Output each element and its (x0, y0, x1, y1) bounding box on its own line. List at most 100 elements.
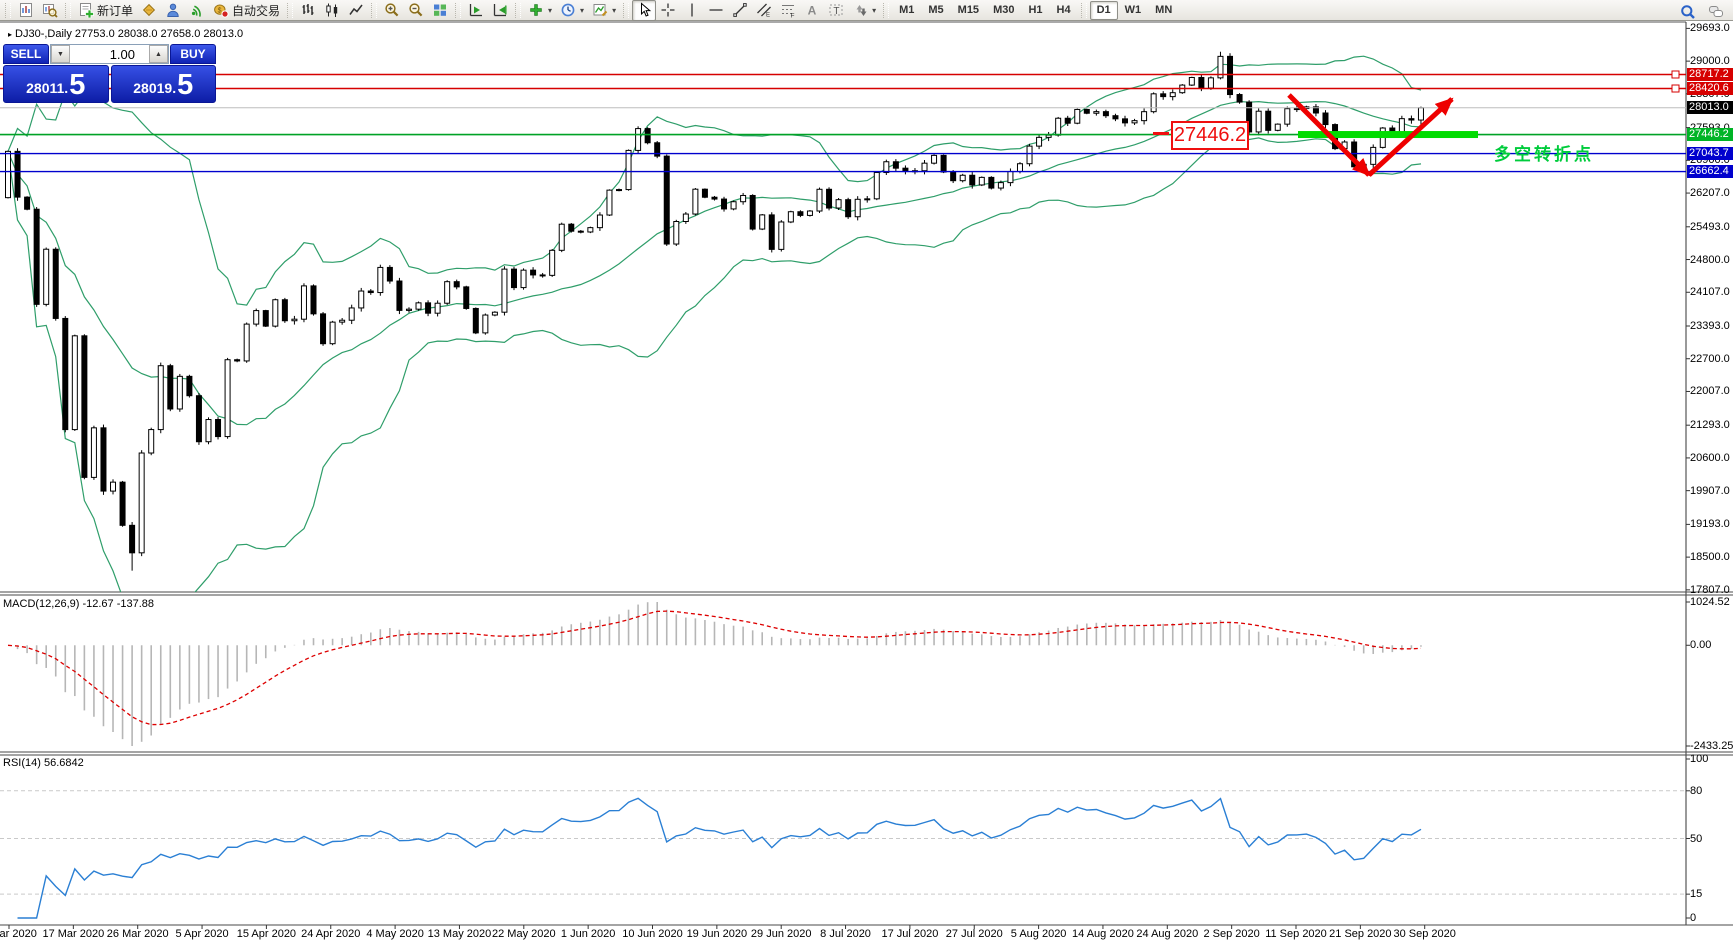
timeframe-m1-button[interactable]: M1 (899, 4, 915, 16)
candle-body (921, 162, 928, 172)
timeframe-m5-button[interactable]: M5 (928, 4, 944, 16)
bar-chart-type-button[interactable] (296, 0, 320, 21)
candle-body (367, 290, 374, 294)
candle-body (129, 524, 136, 554)
chat-button[interactable] (1704, 1, 1729, 22)
volume-increase-button[interactable]: ▲ (149, 45, 168, 63)
candle-body (606, 189, 613, 216)
price-badge: 26662.4 (1687, 165, 1733, 179)
timeframe-w1-button[interactable]: W1 (1124, 4, 1142, 16)
volume-input[interactable]: 1.00 (109, 46, 135, 62)
auto-scroll-button[interactable] (464, 0, 488, 21)
red-down-arrow[interactable] (1287, 93, 1371, 177)
candle-body (176, 375, 183, 410)
sell-price-box[interactable]: 28011. 5 (3, 65, 109, 103)
candle-body (1408, 118, 1415, 121)
chart-shift-button[interactable] (488, 0, 512, 21)
symbol-title-text: DJ30-,Daily 27753.0 28038.0 27658.0 2801… (15, 28, 244, 40)
search-button[interactable] (1676, 1, 1700, 22)
chart-symbol-title: ▸ DJ30-,Daily 27753.0 28038.0 27658.0 280… (8, 28, 243, 40)
chevron-down-icon: ▾ (580, 5, 585, 15)
rsi-pane[interactable] (0, 790, 1686, 919)
timeframe-m30-button[interactable]: M30 (993, 4, 1015, 16)
resistance-line-2-handle[interactable] (1671, 84, 1680, 93)
toolbar-right-group (1676, 1, 1729, 22)
candle-body (358, 290, 365, 309)
autotrade-button[interactable]: $ 自动交易 (209, 0, 284, 21)
template-icon (592, 2, 608, 18)
candle-body (100, 427, 107, 492)
time-axis-label: 15 Apr 2020 (236, 928, 297, 940)
buy-price-box[interactable]: 28019. 5 (110, 65, 216, 103)
resistance-line-1-handle[interactable] (1671, 70, 1680, 79)
toolbar: 新订单 $ 自动交易 ▾ ▾ ▾ E F A T ▾ M1 M5 M15 M30 H1 H4 D1 W1 MN (0, 0, 1733, 21)
candle-body (33, 208, 40, 305)
periods-button[interactable]: ▾ (556, 0, 588, 21)
price-axis-label: 19907.0 (1690, 484, 1730, 497)
candle-body (1026, 145, 1033, 165)
chart-profiles-button[interactable] (38, 0, 62, 21)
turning-point-text[interactable]: 多空转折点 (1494, 145, 1594, 164)
candle-body (453, 281, 460, 288)
cursor-icon (636, 2, 652, 18)
hline-tool[interactable] (704, 0, 728, 21)
candle-body (1255, 110, 1262, 133)
experts-button[interactable] (161, 0, 185, 21)
candle-body (940, 154, 947, 173)
timeframe-m15-button[interactable]: M15 (957, 4, 980, 16)
candle-body (969, 174, 976, 186)
vline-tool[interactable] (680, 0, 704, 21)
candle-body (1293, 108, 1300, 111)
candle-body (186, 375, 193, 397)
svg-text:F: F (791, 13, 795, 19)
timeframe-d1-button[interactable]: D1 (1089, 0, 1118, 20)
templates-button[interactable]: ▾ (588, 0, 620, 21)
candle-body (701, 188, 708, 198)
candle-body (978, 176, 985, 186)
candle-body (1045, 134, 1052, 138)
wizard-button[interactable] (137, 0, 161, 21)
signals-button[interactable] (185, 0, 209, 21)
indicators-button[interactable]: ▾ (524, 0, 556, 21)
price-annotation-box[interactable]: 27446.2 (1171, 121, 1249, 150)
trendline-tool[interactable] (728, 0, 752, 21)
timeframe-h1-button[interactable]: H1 (1028, 4, 1043, 16)
shapes-tool[interactable]: ▾ (848, 0, 880, 21)
timeframe-h4-button[interactable]: H4 (1056, 4, 1071, 16)
candle-body (950, 171, 957, 182)
fibo-tool[interactable]: F (776, 0, 800, 21)
sell-button[interactable]: SELL (3, 44, 49, 64)
crosshair-tool[interactable] (656, 0, 680, 21)
zoom-in-button[interactable] (380, 0, 404, 21)
line-chart-type-button[interactable] (344, 0, 368, 21)
volume-decrease-button[interactable]: ▼ (51, 45, 70, 63)
label-tool[interactable]: T (824, 0, 848, 21)
candle-body (167, 365, 174, 410)
candle-body (253, 310, 260, 325)
doc-chart-icon (18, 2, 34, 18)
new-chart-button[interactable] (14, 0, 38, 21)
candle-body (1121, 118, 1128, 124)
time-axis-label: 13 May 2020 (427, 928, 492, 940)
buy-button[interactable]: BUY (170, 44, 216, 64)
channel-tool[interactable]: E (752, 0, 776, 21)
new-order-button[interactable]: 新订单 (74, 0, 137, 21)
bollinger-band-d (7, 136, 1422, 592)
indicator-plus-icon (528, 2, 544, 18)
time-axis-label: 5 Apr 2020 (175, 928, 229, 940)
svg-text:E: E (766, 13, 770, 19)
tile-windows-button[interactable] (428, 0, 452, 21)
candle-body (673, 221, 680, 245)
cursor-tool[interactable] (632, 0, 657, 21)
text-tool[interactable]: A (800, 0, 824, 21)
red-up-arrow[interactable] (1367, 97, 1454, 177)
price-axis-label: 22007.0 (1690, 385, 1730, 398)
candle-body (644, 128, 651, 144)
candle-body (1284, 108, 1291, 125)
candle-chart-type-button[interactable] (320, 0, 344, 21)
support-zone-bar[interactable] (1298, 131, 1478, 139)
timeframe-mn-button[interactable]: MN (1155, 4, 1173, 16)
macd-pane[interactable] (7, 602, 1422, 746)
zoom-out-button[interactable] (404, 0, 428, 21)
